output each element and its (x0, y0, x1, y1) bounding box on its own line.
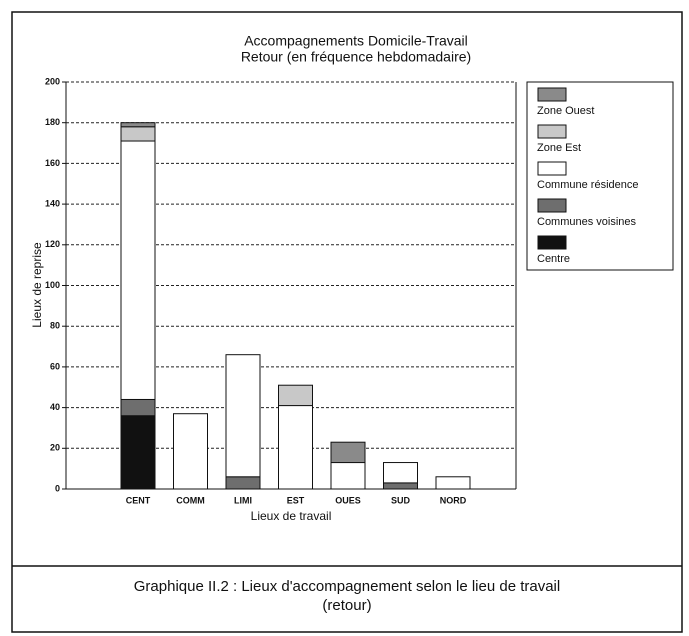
bar-segment (120, 398, 156, 417)
bar-segment (120, 140, 156, 400)
bar-segment (278, 384, 313, 407)
x-tick-label: LIMI (234, 495, 252, 505)
bar-segment (225, 354, 261, 478)
legend-label: Zone Ouest (537, 105, 594, 117)
bar-segment (173, 413, 208, 490)
x-tick-label: EST (287, 495, 305, 505)
legend-swatch (537, 87, 567, 102)
bar-segment (330, 462, 366, 490)
frame (11, 11, 683, 633)
bar-segment (120, 415, 156, 490)
y-tick-label: 200 (45, 76, 60, 86)
bar-segment (330, 441, 366, 464)
legend-label: Centre (537, 253, 570, 265)
bar-segment (435, 476, 471, 490)
legend-swatch (537, 161, 567, 176)
caption: Graphique II.2 : Lieux d'accompagnement … (134, 578, 560, 595)
bar-segment (225, 476, 261, 490)
bar-segment (120, 122, 156, 128)
legend-label: Communes voisines (537, 216, 637, 228)
x-axis-label: Lieux de travail (251, 509, 332, 523)
y-tick-label: 20 (50, 443, 60, 453)
y-axis-label: Lieux de reprise (30, 242, 44, 328)
y-tick-label: 180 (45, 117, 60, 127)
legend-swatch (537, 235, 567, 250)
legend-swatch (537, 124, 567, 139)
chart-title: Accompagnements Domicile-Travail (244, 33, 468, 49)
bar-segment (278, 405, 313, 490)
y-tick-label: 40 (50, 402, 60, 412)
bar-segment (120, 126, 156, 142)
y-tick-label: 80 (50, 321, 60, 331)
caption: (retour) (322, 597, 371, 614)
x-tick-label: COMM (176, 495, 205, 505)
y-tick-label: 140 (45, 198, 60, 208)
legend-swatch (537, 198, 567, 213)
legend-box (526, 81, 674, 271)
y-tick-label: 100 (45, 280, 60, 290)
x-tick-label: NORD (440, 495, 467, 505)
legend-label: Zone Est (537, 142, 581, 154)
bar-segment (383, 462, 418, 484)
y-tick-label: 120 (45, 239, 60, 249)
y-tick-label: 160 (45, 158, 60, 168)
bar-segment (383, 482, 418, 490)
y-tick-label: 60 (50, 361, 60, 371)
legend-label: Commune résidence (537, 179, 639, 191)
x-tick-label: SUD (391, 495, 411, 505)
y-tick-label: 0 (55, 483, 60, 493)
chart-subtitle: Retour (en fréquence hebdomadaire) (241, 49, 471, 65)
x-tick-label: OUES (335, 495, 361, 505)
x-tick-label: CENT (126, 495, 151, 505)
